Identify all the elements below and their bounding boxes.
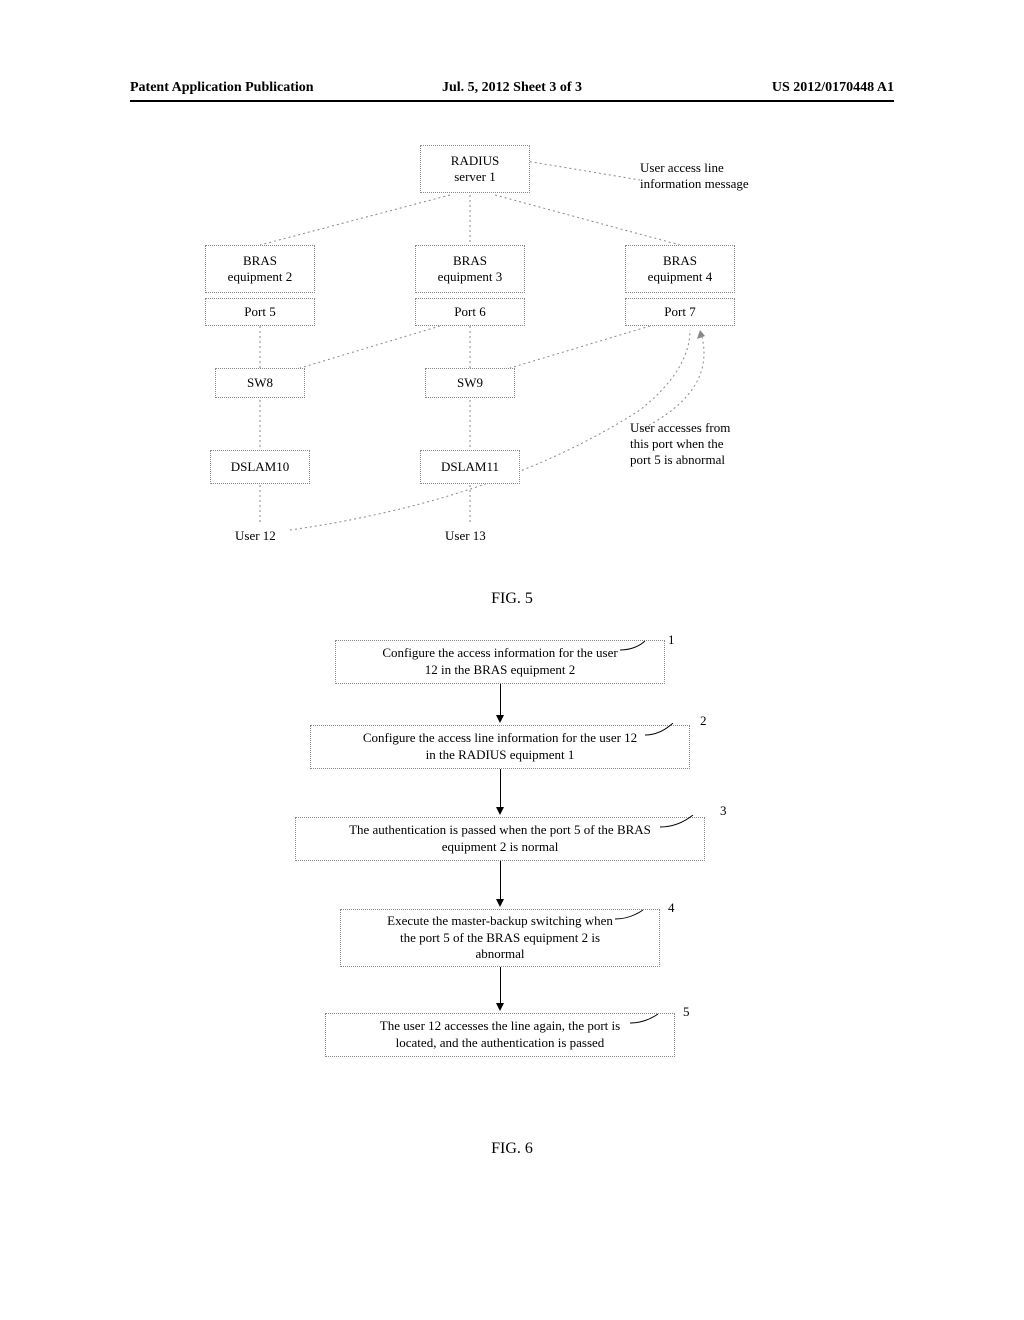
step3-num: 3: [720, 803, 727, 819]
step4-leader: [615, 907, 665, 932]
sw9-box: SW9: [425, 368, 515, 398]
port7-box: Port 7: [625, 298, 735, 326]
port5-box: Port 5: [205, 298, 315, 326]
arrow4: [500, 967, 501, 1005]
user13-label: User 13: [445, 528, 486, 544]
fig6-label: FIG. 6: [491, 1140, 533, 1158]
step2-leader: [645, 723, 695, 748]
step4-box: Execute the master-backup switching when…: [340, 909, 660, 967]
sw8-box: SW8: [215, 368, 305, 398]
dslam10-box: DSLAM10: [210, 450, 310, 484]
step3-box: The authentication is passed when the po…: [295, 817, 705, 861]
fig6-flowchart: Configure the access information for the…: [0, 740, 1024, 1280]
fig5-label: FIG. 5: [491, 590, 533, 608]
msg-label: User access line information message: [640, 160, 749, 192]
bras4-box: BRAS equipment 4: [625, 245, 735, 293]
step2-box: Configure the access line information fo…: [310, 725, 690, 769]
header-left: Patent Application Publication: [130, 80, 314, 96]
arrow4-head: [496, 1003, 504, 1011]
dslam11-box: DSLAM11: [420, 450, 520, 484]
step2-num: 2: [700, 713, 707, 729]
port6-box: Port 6: [415, 298, 525, 326]
arrow1-head: [496, 715, 504, 723]
arrow1: [500, 684, 501, 717]
step1-leader: [620, 638, 670, 663]
step3-leader: [660, 815, 715, 840]
header-right: US 2012/0170448 A1: [772, 80, 894, 96]
step1-box: Configure the access information for the…: [335, 640, 665, 684]
user12-label: User 12: [235, 528, 276, 544]
arrow3-head: [496, 899, 504, 907]
bras3-box: BRAS equipment 3: [415, 245, 525, 293]
arrow3: [500, 861, 501, 901]
step4-num: 4: [668, 900, 675, 916]
step1-num: 1: [668, 632, 675, 648]
page-header: Patent Application Publication Jul. 5, 2…: [0, 80, 1024, 96]
arrow2-head: [496, 807, 504, 815]
header-rule: [130, 100, 894, 102]
bras2-box: BRAS equipment 2: [205, 245, 315, 293]
step5-box: The user 12 accesses the line again, the…: [325, 1013, 675, 1057]
note-label: User accesses from this port when the po…: [630, 420, 730, 468]
arrow2: [500, 769, 501, 809]
header-center: Jul. 5, 2012 Sheet 3 of 3: [442, 80, 582, 96]
step5-num: 5: [683, 1004, 690, 1020]
radius-server-box: RADIUS server 1: [420, 145, 530, 193]
step5-leader: [630, 1011, 680, 1036]
